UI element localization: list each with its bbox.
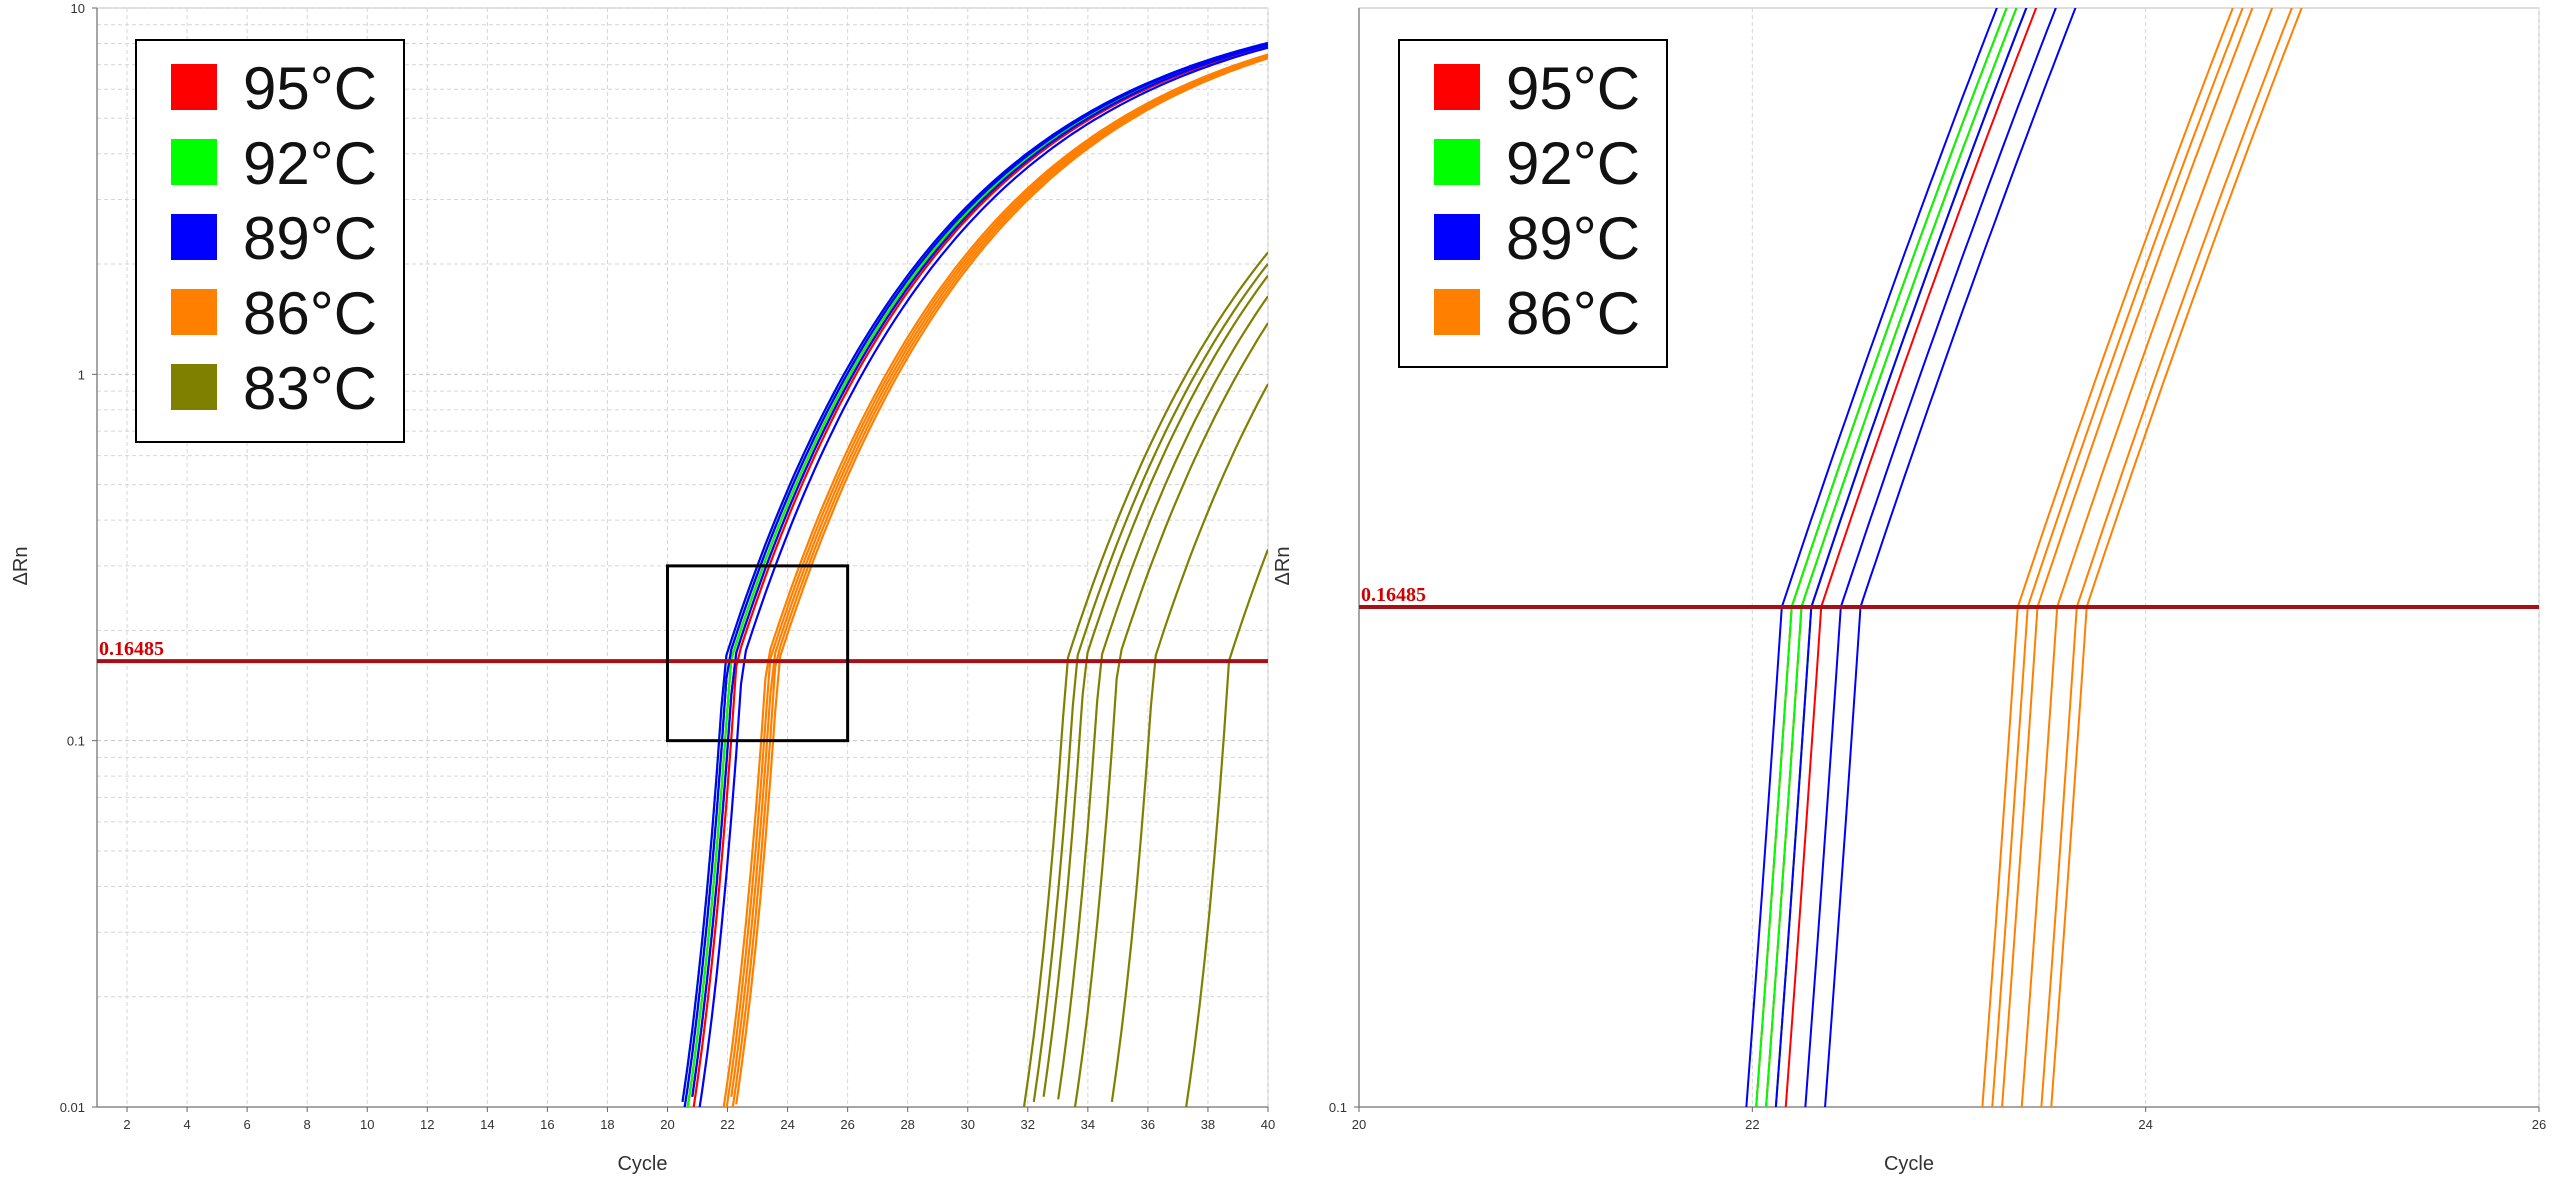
curve-line [1022, 251, 1268, 1107]
x-tick-label: 40 [1261, 1117, 1275, 1132]
legend-label: 92°C [1506, 130, 1640, 197]
curve-line [2040, 8, 2293, 1107]
curve-line [683, 42, 1268, 1107]
curve-line [1110, 383, 1268, 1103]
curve-line [2050, 8, 2303, 1107]
legend-swatch [171, 289, 217, 335]
curve-line [1032, 263, 1268, 1103]
x-tick-label: 18 [600, 1117, 614, 1132]
series-86C [722, 53, 1268, 1107]
x-tick-label: 24 [780, 1117, 794, 1132]
x-tick-label: 20 [1352, 1117, 1366, 1132]
x-tick-label: 34 [1081, 1117, 1095, 1132]
y-tick-label: 1 [78, 367, 85, 382]
x-tick-label: 32 [1021, 1117, 1035, 1132]
legend-label: 86°C [1506, 280, 1640, 347]
curve-line [1755, 8, 2008, 1107]
x-tick-label: 6 [244, 1117, 251, 1132]
legend-swatch [171, 139, 217, 185]
curve-line [698, 46, 1268, 1107]
curve-line [1784, 8, 2038, 1107]
x-tick-label: 38 [1201, 1117, 1215, 1132]
x-tick-label: 4 [183, 1117, 190, 1132]
x-tick-label: 16 [540, 1117, 554, 1132]
legend-swatch [1434, 214, 1480, 260]
legend-swatch [1434, 139, 1480, 185]
x-tick-label: 26 [840, 1117, 854, 1132]
series-89C [1745, 8, 2077, 1107]
x-tick-label: 22 [720, 1117, 734, 1132]
curve-line [1073, 322, 1268, 1107]
curve-line [1804, 8, 2057, 1107]
curve-line [1185, 549, 1268, 1107]
curve-line [730, 55, 1268, 1097]
curve-line [735, 57, 1268, 1105]
legend-swatch [171, 364, 217, 410]
legend-swatch [1434, 289, 1480, 335]
legend-swatch [171, 64, 217, 110]
x-tick-label: 14 [480, 1117, 494, 1132]
curve-line [1057, 295, 1268, 1100]
curve-line [1991, 8, 2244, 1107]
legend-label: 89°C [1506, 205, 1640, 272]
legend: 95°C 92°C 89°C 86°C 83°C [135, 39, 405, 443]
series-86C [1981, 8, 2303, 1107]
y-tick-label: 0.1 [67, 734, 85, 749]
threshold-label: 0.16485 [1361, 584, 1426, 606]
legend-label: 95°C [243, 55, 377, 122]
axes: 20 22 24 26 0.1 Cycle ΔRn [1272, 8, 2546, 1175]
curve-line [1765, 8, 2018, 1107]
curve-line [1981, 8, 2234, 1107]
legend-label: 89°C [243, 205, 377, 272]
curve-line [731, 56, 1268, 1107]
axes: 2 4 6 8 10 12 14 16 18 20 22 24 26 28 30 32 34 36 38 400.01… [10, 1, 1275, 1175]
series-89C [681, 41, 1268, 1107]
chart-panel-overview: 2 4 6 8 10 12 14 16 18 20 22 24 26 28 30 32 34 36 38 400.01… [10, 1, 1275, 1175]
amplification-curves [681, 41, 1268, 1107]
curve-line [1824, 8, 2077, 1107]
curve-line [1745, 8, 1998, 1107]
x-tick-label: 30 [961, 1117, 975, 1132]
curve-line [1774, 8, 2028, 1107]
x-axis-title: Cycle [1884, 1153, 1934, 1175]
curve-line [1042, 274, 1268, 1097]
x-tick-label: 28 [900, 1117, 914, 1132]
amplification-curves [1745, 8, 2303, 1107]
curve-line [2001, 8, 2254, 1107]
x-tick-label: 12 [420, 1117, 434, 1132]
legend-swatch [171, 214, 217, 260]
legend-label: 95°C [1506, 55, 1640, 122]
legend-label: 86°C [243, 280, 377, 347]
x-tick-label: 26 [2532, 1117, 2546, 1132]
x-tick-label: 36 [1141, 1117, 1155, 1132]
curve-line [722, 53, 1268, 1107]
series-83C [1022, 251, 1268, 1107]
legend: 95°C 92°C 89°C 86°C [1398, 39, 1668, 368]
curve-line [2020, 8, 2274, 1107]
y-axis-title: ΔRn [1272, 547, 1294, 586]
legend-label: 92°C [243, 130, 377, 197]
y-tick-label: 0.1 [1329, 1100, 1347, 1115]
legend-swatch [1434, 64, 1480, 110]
x-tick-label: 10 [360, 1117, 374, 1132]
curve-line [692, 44, 1268, 1107]
x-tick-label: 2 [123, 1117, 130, 1132]
chart-panel-zoom: 20 22 24 26 0.1 Cycle ΔRn 0.16485 95°C 92°C 89°C 86… [1272, 7, 2546, 1175]
x-tick-label: 8 [304, 1117, 311, 1132]
x-tick-label: 24 [2138, 1117, 2152, 1132]
y-tick-label: 10 [71, 1, 85, 16]
legend-label: 83°C [243, 355, 377, 422]
x-tick-label: 20 [660, 1117, 674, 1132]
curve-line [686, 43, 1268, 1107]
threshold-label: 0.16485 [99, 638, 164, 660]
y-tick-label: 0.01 [60, 1100, 85, 1115]
zoom-region-box [665, 564, 850, 743]
curve-line [725, 54, 1268, 1107]
curve-line [691, 44, 1268, 1097]
x-tick-label: 22 [1745, 1117, 1759, 1132]
x-axis-title: Cycle [617, 1153, 667, 1175]
y-axis-title: ΔRn [10, 547, 32, 586]
